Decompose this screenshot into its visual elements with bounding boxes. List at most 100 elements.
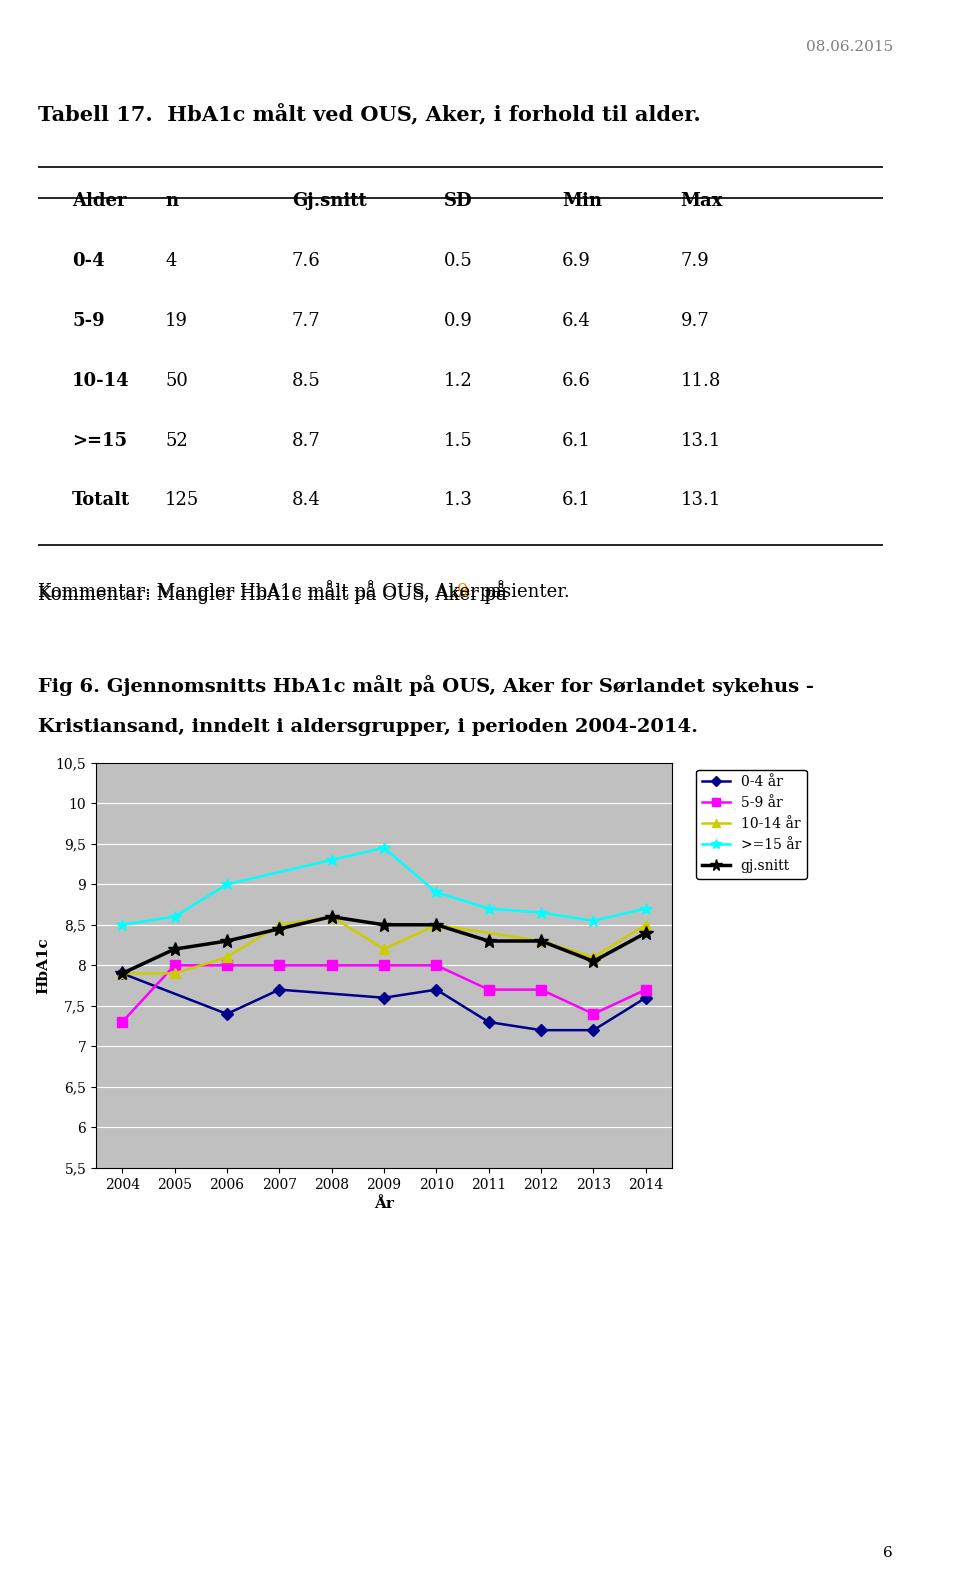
Line: gj.snitt: gj.snitt <box>115 910 653 980</box>
Text: 1.2: 1.2 <box>444 372 472 389</box>
0-4 år <box>116 965 128 984</box>
Text: 8.5: 8.5 <box>292 372 321 389</box>
Line: 10-14 år: 10-14 år <box>117 912 651 979</box>
0-4 år <box>274 980 285 999</box>
Text: Gj.snitt: Gj.snitt <box>292 192 367 210</box>
Text: Totalt: Totalt <box>72 491 131 510</box>
Text: Min: Min <box>563 192 602 210</box>
Text: 1.3: 1.3 <box>444 491 472 510</box>
gj.snitt <box>116 965 128 984</box>
Text: pasienter.: pasienter. <box>474 583 570 601</box>
Text: 4: 4 <box>165 251 177 270</box>
5-9 år <box>116 1012 128 1031</box>
5-9 år <box>378 957 390 976</box>
Text: Max: Max <box>681 192 723 210</box>
Line: 0-4 år: 0-4 år <box>118 969 650 1034</box>
Text: Fig 6. Gjennomsnitts HbA1c målt på OUS, Aker for Sørlandet sykehus -: Fig 6. Gjennomsnitts HbA1c målt på OUS, … <box>38 675 814 696</box>
Text: 6.6: 6.6 <box>563 372 591 389</box>
gj.snitt <box>169 939 180 958</box>
Text: 0-4: 0-4 <box>72 251 105 270</box>
10-14 år <box>325 907 337 926</box>
0-4 år <box>378 988 390 1007</box>
Text: 6.4: 6.4 <box>563 311 591 331</box>
Text: 6: 6 <box>883 1546 893 1560</box>
10-14 år <box>116 965 128 984</box>
10-14 år <box>221 947 232 966</box>
gj.snitt <box>483 931 494 950</box>
0-4 år <box>483 1012 494 1031</box>
5-9 år <box>588 1004 599 1023</box>
Text: Kommentar: Mangler HbA1c målt på OUS, Aker på: Kommentar: Mangler HbA1c målt på OUS, Ak… <box>38 583 513 604</box>
Text: 13.1: 13.1 <box>681 491 721 510</box>
5-9 år <box>536 980 547 999</box>
X-axis label: År: År <box>374 1197 394 1211</box>
Text: 13.1: 13.1 <box>681 432 721 450</box>
gj.snitt <box>640 923 652 942</box>
Text: 9: 9 <box>457 583 468 601</box>
>=15 år <box>116 915 128 934</box>
Text: 6.1: 6.1 <box>563 491 591 510</box>
Y-axis label: HbA1c: HbA1c <box>36 938 50 993</box>
>=15 år <box>221 874 232 893</box>
Text: 6.1: 6.1 <box>563 432 591 450</box>
Text: Kristiansand, inndelt i aldersgrupper, i perioden 2004-2014.: Kristiansand, inndelt i aldersgrupper, i… <box>38 718 698 736</box>
5-9 år <box>640 980 652 999</box>
0-4 år <box>588 1020 599 1039</box>
5-9 år <box>483 980 494 999</box>
Text: Kommentar: Mangler HbA1c målt på OUS, Aker på: Kommentar: Mangler HbA1c målt på OUS, Ak… <box>38 580 513 601</box>
Text: 9.7: 9.7 <box>681 311 709 331</box>
Text: 11.8: 11.8 <box>681 372 721 389</box>
Line: >=15 år: >=15 år <box>116 842 652 931</box>
5-9 år <box>221 957 232 976</box>
10-14 år <box>588 947 599 966</box>
Text: 08.06.2015: 08.06.2015 <box>805 40 893 54</box>
Text: >=15: >=15 <box>72 432 128 450</box>
Text: 125: 125 <box>165 491 200 510</box>
Text: Tabell 17.  HbA1c målt ved OUS, Aker, i forhold til alder.: Tabell 17. HbA1c målt ved OUS, Aker, i f… <box>38 103 701 126</box>
5-9 år <box>431 957 443 976</box>
Text: 19: 19 <box>165 311 188 331</box>
>=15 år <box>325 850 337 869</box>
10-14 år <box>431 915 443 934</box>
10-14 år <box>274 915 285 934</box>
Line: 5-9 år: 5-9 år <box>117 960 651 1026</box>
Text: 7.9: 7.9 <box>681 251 709 270</box>
0-4 år <box>431 980 443 999</box>
10-14 år <box>640 915 652 934</box>
10-14 år <box>536 931 547 950</box>
Text: 0.9: 0.9 <box>444 311 472 331</box>
Text: n: n <box>165 192 179 210</box>
gj.snitt <box>588 952 599 971</box>
Text: Alder: Alder <box>72 192 127 210</box>
10-14 år <box>169 965 180 984</box>
>=15 år <box>588 910 599 930</box>
gj.snitt <box>536 931 547 950</box>
gj.snitt <box>378 915 390 934</box>
Text: 0.5: 0.5 <box>444 251 472 270</box>
gj.snitt <box>325 907 337 926</box>
Legend: 0-4 år, 5-9 år, 10-14 år, >=15 år, gj.snitt: 0-4 år, 5-9 år, 10-14 år, >=15 år, gj.sn… <box>696 769 806 879</box>
>=15 år <box>169 907 180 926</box>
0-4 år <box>221 1004 232 1023</box>
10-14 år <box>378 939 390 958</box>
Text: 5-9: 5-9 <box>72 311 105 331</box>
Text: 8.4: 8.4 <box>292 491 321 510</box>
>=15 år <box>378 839 390 858</box>
5-9 år <box>169 957 180 976</box>
5-9 år <box>325 957 337 976</box>
>=15 år <box>431 883 443 903</box>
Text: 6.9: 6.9 <box>563 251 591 270</box>
>=15 år <box>640 899 652 918</box>
>=15 år <box>483 899 494 918</box>
Text: 1.5: 1.5 <box>444 432 472 450</box>
5-9 år <box>274 957 285 976</box>
Text: 10-14: 10-14 <box>72 372 130 389</box>
Text: 50: 50 <box>165 372 188 389</box>
0-4 år <box>640 988 652 1007</box>
gj.snitt <box>431 915 443 934</box>
0-4 år <box>536 1020 547 1039</box>
Text: SD: SD <box>444 192 472 210</box>
Text: 8.7: 8.7 <box>292 432 321 450</box>
Text: 7.7: 7.7 <box>292 311 321 331</box>
>=15 år <box>536 903 547 922</box>
